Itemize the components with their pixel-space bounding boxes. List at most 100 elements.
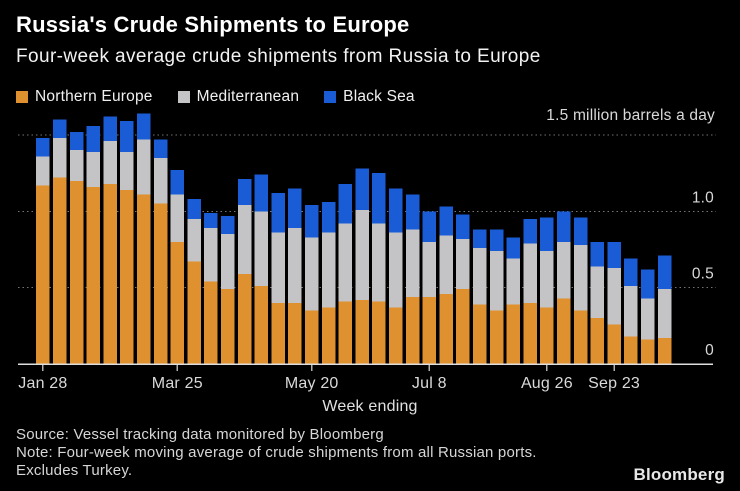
bar-segment-black-sea [288,188,302,229]
x-axis-tick-label: Mar 25 [152,375,203,392]
bar-segment-northern-europe [254,286,269,364]
bar-segment-black-sea [556,211,571,242]
bar-segment-black-sea [657,255,672,290]
bar-segment-mediterranean [556,241,571,299]
bar-segment-black-sea [170,170,185,195]
bar-segment-northern-europe [103,183,117,364]
bar-segment-black-sea [388,188,403,233]
bar-segment-mediterranean [573,244,588,311]
bar-chart: Jan 28 Mar 25 May 20 Jul 8 Aug 26 Sep 23 1.0 0.… [18,113,716,392]
bar-segment-mediterranean [607,267,621,325]
bar-segment-northern-europe [321,307,336,364]
legend-swatch-mediterranean [177,91,190,103]
legend-item-mediterranean: Mediterranean [177,88,300,106]
bar-segment-black-sea [624,258,638,287]
legend-label: Northern Europe [35,88,153,105]
bar-segment-mediterranean [271,232,285,303]
bar-segment-black-sea [103,116,117,142]
bar-segment-black-sea [69,131,84,151]
bar-segment-black-sea [523,218,537,244]
bar-segment-black-sea [271,192,285,233]
bar-segment-black-sea [321,202,336,233]
bar-segment-mediterranean [422,241,437,297]
bar-segment-northern-europe [472,304,487,364]
bar-segment-black-sea [422,211,437,242]
footer-note-2: Excludes Turkey. [16,461,133,479]
bar-segment-black-sea [187,199,201,219]
bar-segment-black-sea [456,214,470,239]
bar-segment-mediterranean [220,234,235,290]
bar-segment-mediterranean [506,258,521,305]
bar-segment-mediterranean [355,209,369,300]
bar-segment-black-sea [590,241,605,267]
legend-label: Mediterranean [196,88,300,105]
bar-segment-mediterranean [136,139,151,195]
bar-segment-mediterranean [456,238,470,290]
bar-segment-northern-europe [170,241,185,364]
bar-segment-black-sea [472,229,487,248]
bar-segment-northern-europe [153,203,168,364]
bar-segment-mediterranean [237,205,252,274]
y-axis-tick-label: 0.5 [692,266,714,283]
bar-segment-mediterranean [472,247,487,305]
bar-segment-northern-europe [237,273,252,364]
page-title: Russia's Crude Shipments to Europe [16,12,410,37]
bar-segment-mediterranean [288,228,302,303]
bar-segment-northern-europe [388,307,403,364]
bar-segment-mediterranean [204,228,218,282]
bar-segment-black-sea [540,217,554,251]
bar-segment-mediterranean [439,235,453,294]
x-axis-tick-label: May 20 [285,375,339,392]
bar-segment-northern-europe [187,261,201,364]
bar-segment-northern-europe [607,324,621,364]
bar-segment-northern-europe [69,180,84,364]
bar-segment-northern-europe [338,301,353,364]
bar-segment-mediterranean [86,151,101,187]
bar-segment-mediterranean [187,218,201,262]
bar-segment-northern-europe [573,310,588,364]
y-axis-tick-label: 1.0 [692,189,714,206]
bar-segment-black-sea [136,113,151,140]
bar-segment-northern-europe [36,185,50,364]
y-axis-unit-label: 1.5 million barrels a day [546,107,715,124]
bar-segment-northern-europe [640,339,655,364]
bar-segment-black-sea [220,215,235,235]
bar-segment-mediterranean [540,251,554,308]
bar-segment-northern-europe [204,281,218,364]
bar-segment-black-sea [439,206,453,236]
bar-segment-black-sea [86,125,101,152]
bar-segment-mediterranean [52,138,67,178]
chart-legend: Northern Europe Mediterranean Black Sea [16,88,415,106]
bar-segment-black-sea [640,269,655,299]
bar-segment-black-sea [489,229,504,251]
bar-segment-mediterranean [103,141,117,184]
bar-segment-mediterranean [640,298,655,340]
bar-segment-northern-europe [422,296,437,364]
legend-swatch-northern-europe [16,91,28,103]
bar-segment-black-sea [506,237,521,259]
legend-item-northern-europe: Northern Europe [16,88,153,106]
bar-segment-mediterranean [405,229,420,297]
bar-segment-mediterranean [36,156,50,186]
footer-note: Note: Four-week moving average of crude … [16,443,537,461]
bar-segment-black-sea [338,183,353,224]
bar-segment-mediterranean [254,211,269,287]
x-axis-tick-label: Jan 28 [18,375,67,392]
bar-segment-black-sea [153,139,168,158]
bar-segment-black-sea [573,217,588,245]
bar-segment-mediterranean [624,286,638,337]
bar-segment-black-sea [607,241,621,268]
bar-segment-mediterranean [590,266,605,319]
legend-label: Black Sea [343,88,415,105]
bar-segment-northern-europe [405,296,420,364]
bar-segment-black-sea [304,205,319,238]
bar-segment-mediterranean [372,223,386,302]
bar-segment-northern-europe [136,194,151,364]
bar-segment-northern-europe [523,302,537,364]
x-axis-tick-label: Jul 8 [412,375,447,392]
y-axis-tick-label: 0 [705,342,714,359]
bar-segment-black-sea [355,168,369,210]
bloomberg-logo: Bloomberg [633,465,725,484]
bar-segment-black-sea [237,179,252,206]
